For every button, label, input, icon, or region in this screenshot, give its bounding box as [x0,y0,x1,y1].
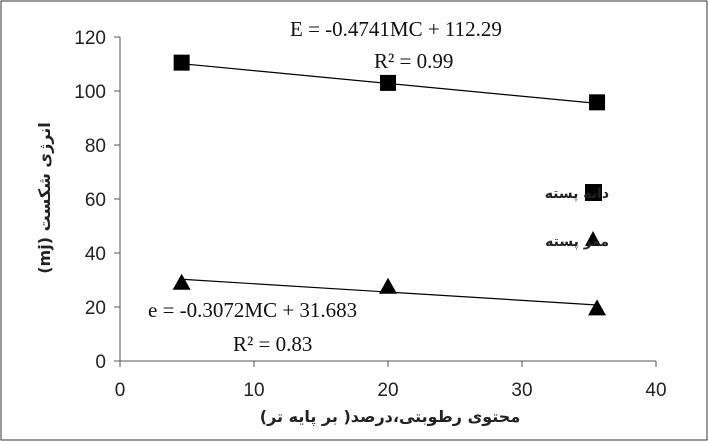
x-axis-title: محتوی رطوبتی،درصد( بر پایه تر) [260,407,520,427]
data-point-kernel [172,273,191,290]
x-tick-label: 30 [511,380,532,401]
y-tick-label: 60 [85,190,106,211]
y-tick-label: 120 [74,28,106,49]
y-tick-label: 80 [85,136,106,157]
legend: دانه پسته مغز پسته [545,184,609,250]
equation-kernel: e = -0.3072MC + 31.683 [148,298,357,322]
y-tick-label: 40 [85,244,106,265]
data-point-kernel [379,277,397,294]
y-tick-label: 0 [95,352,106,373]
legend-label-kernel: مغز پسته [545,234,609,250]
data-point-kernel [588,299,607,316]
legend-marker-kernel [585,231,601,246]
data-point-nut [173,54,190,71]
legend-label-nut: دانه پسته [545,186,609,202]
data-point-nut [589,94,606,111]
legend-marker-nut [585,184,602,201]
y-tick-label: 100 [74,82,106,103]
r2-nut: R² = 0.99 [374,49,453,73]
x-tick-label: 10 [243,380,264,401]
data-point-nut [380,74,396,91]
x-tick-label: 20 [377,380,398,401]
x-tick-label: 0 [115,380,126,401]
y-tick-label: 20 [85,298,106,319]
x-tick-label: 40 [645,380,666,401]
y-axis-title: انرژی شکست (mj) [35,122,54,274]
r2-kernel: R² = 0.83 [233,332,312,356]
equation-nut: E = -0.4741MC + 112.29 [290,17,502,41]
